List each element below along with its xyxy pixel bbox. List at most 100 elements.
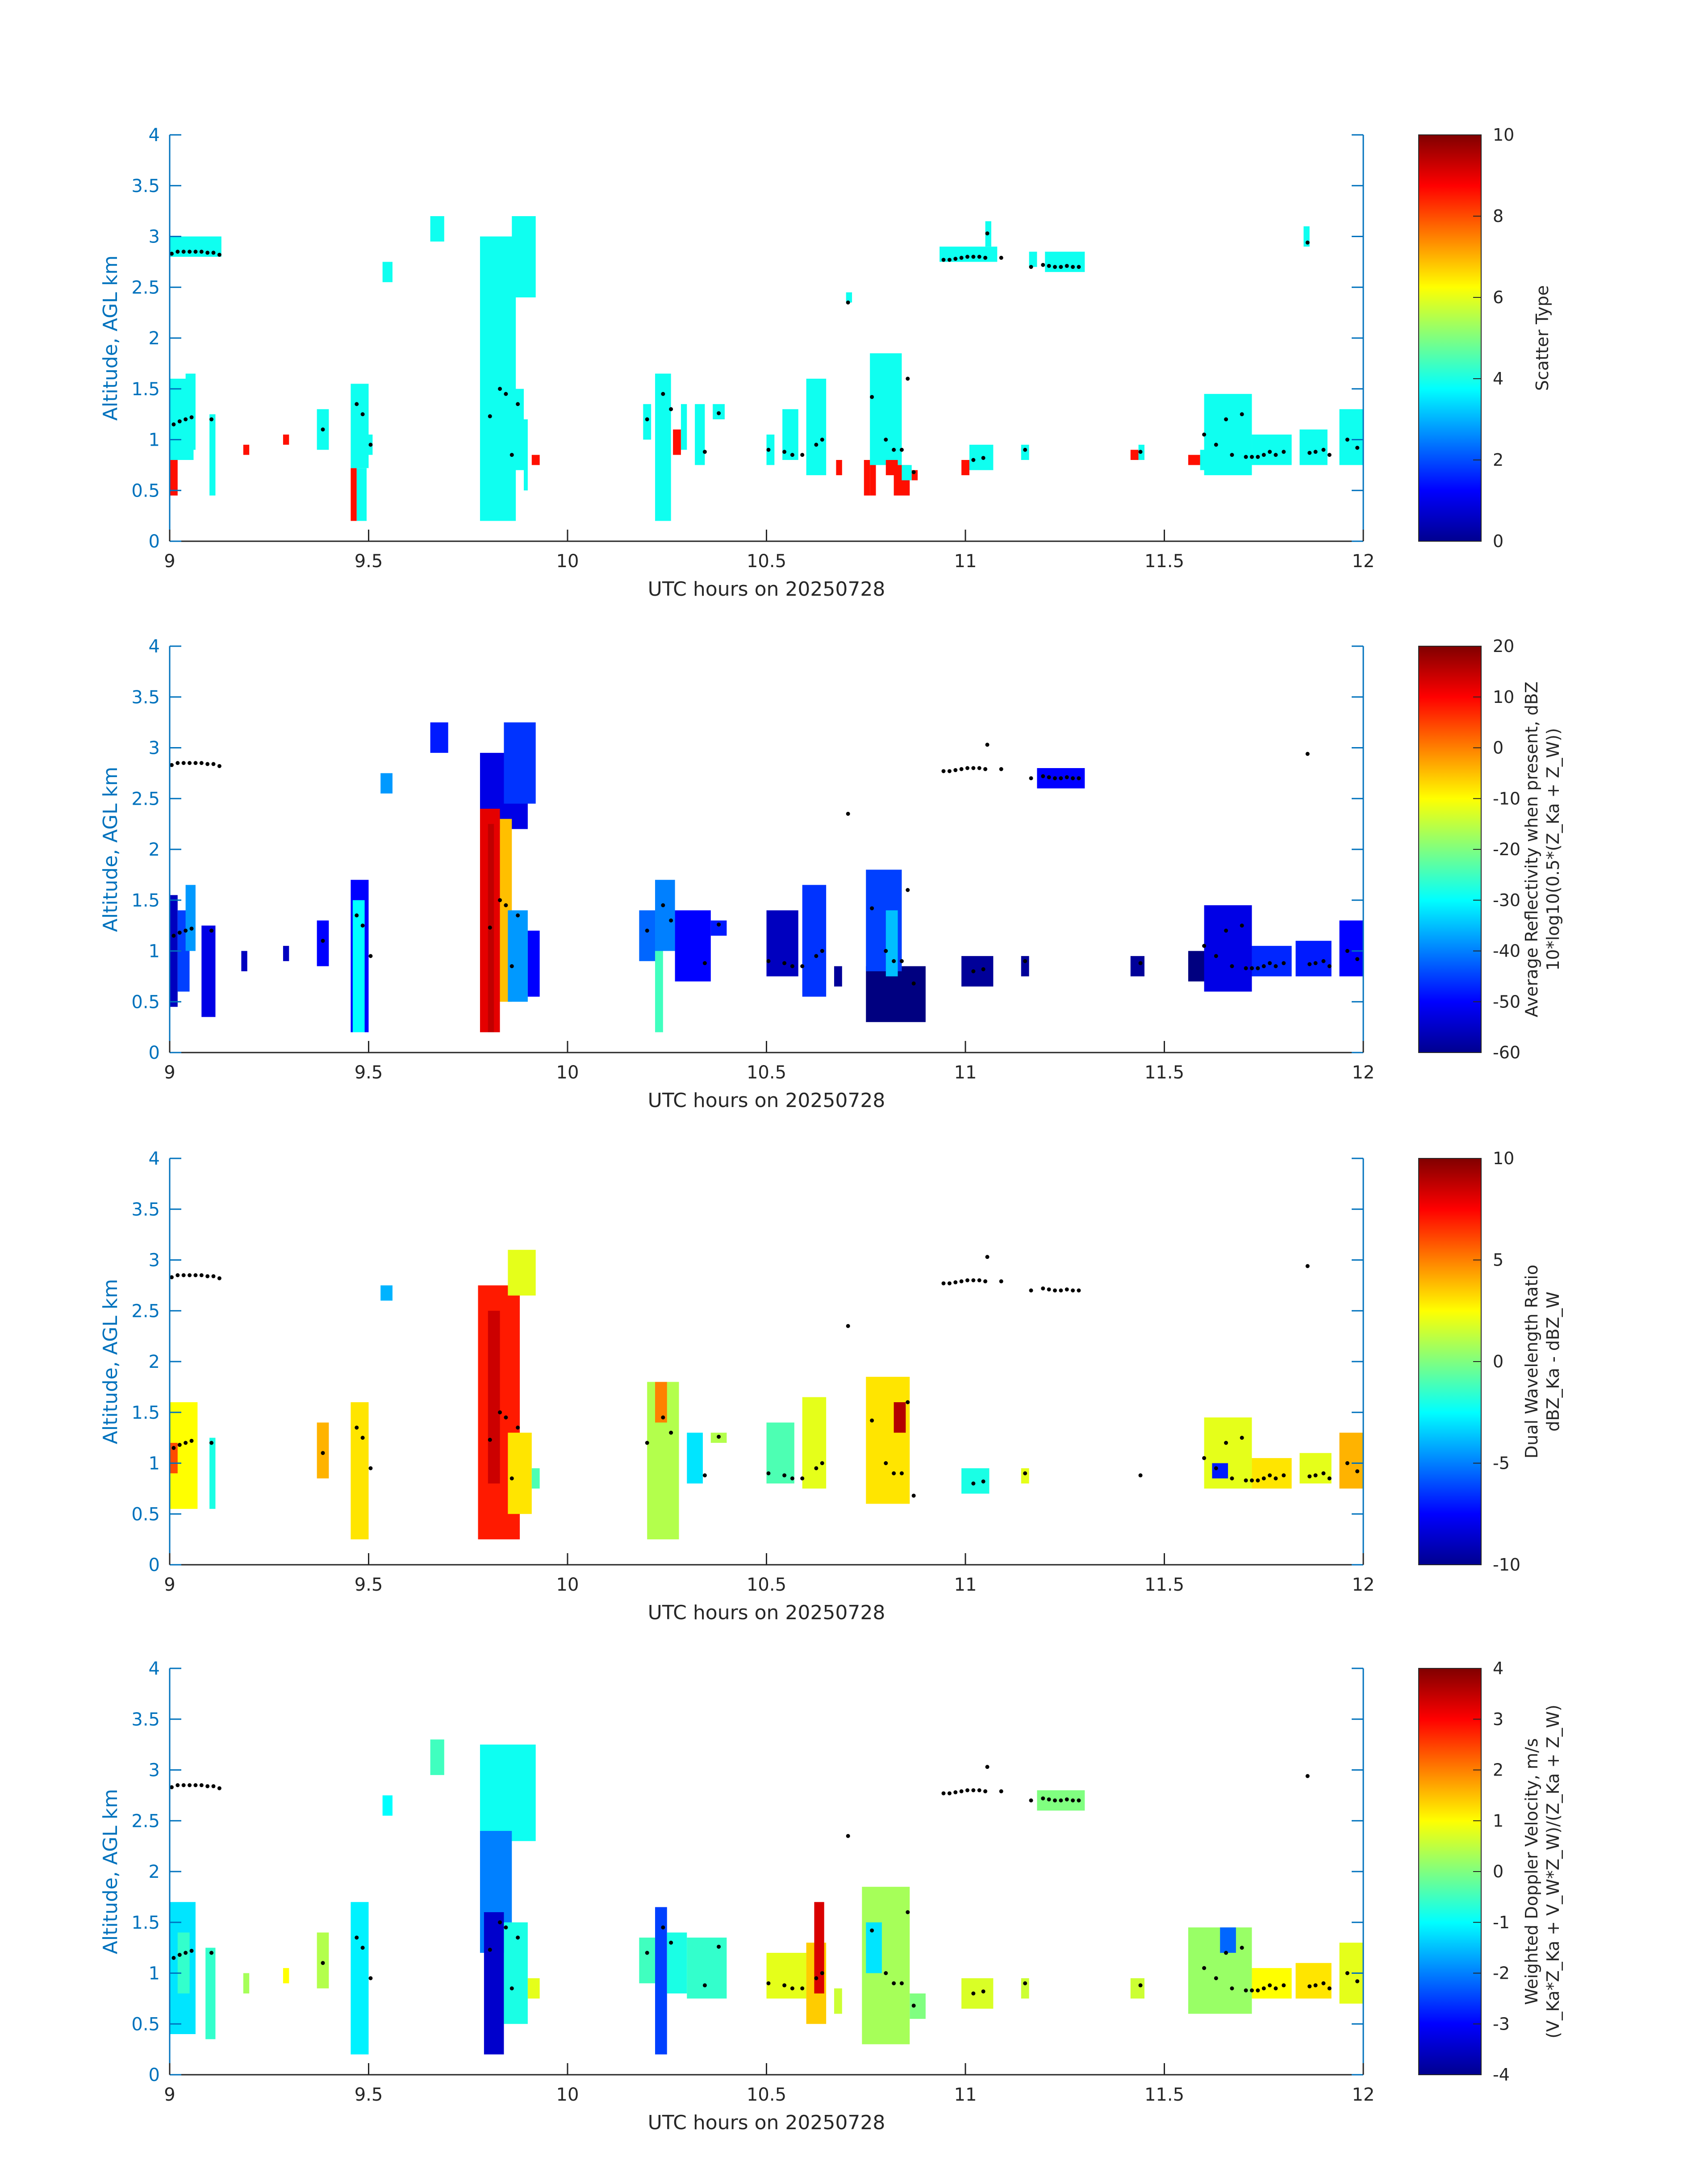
data-cell xyxy=(508,1249,536,1296)
colorbar-tick-label: 4 xyxy=(1493,1659,1503,1678)
cloud-base-point xyxy=(1230,1986,1234,1991)
cloud-base-point xyxy=(175,761,180,765)
data-cell xyxy=(866,1922,882,1973)
x-tick-label: 12 xyxy=(1352,1575,1375,1595)
cloud-base-point xyxy=(188,1783,192,1788)
data-cell xyxy=(681,404,687,450)
cloud-base-point xyxy=(947,769,952,773)
cloud-base-point xyxy=(181,761,186,765)
x-tick-label: 11 xyxy=(954,1062,977,1083)
cloud-base-point xyxy=(669,1940,673,1945)
data-cell xyxy=(382,262,393,282)
data-cell xyxy=(655,373,671,521)
cloud-base-point xyxy=(981,967,986,971)
cloud-base-point xyxy=(702,1473,707,1478)
cloud-base-point xyxy=(1047,1797,1051,1801)
cloud-base-point xyxy=(368,1976,373,1981)
cloud-base-point xyxy=(1244,455,1248,459)
cloud-base-point xyxy=(1041,263,1045,267)
y-tick-label: 2.5 xyxy=(131,277,160,298)
y-axis-label: Altitude, AGL km xyxy=(99,255,122,421)
cloud-base-point xyxy=(188,1273,192,1278)
cloud-base-point xyxy=(199,761,204,765)
y-ticks: 0 0.5 1 1.5 2 2.5 3 3.5 4 xyxy=(131,125,1363,552)
cloud-base-point xyxy=(1305,240,1310,245)
cloud-base-point xyxy=(1321,959,1326,963)
data-cell xyxy=(283,1968,289,1984)
cloud-base-point xyxy=(509,453,514,457)
data-cell xyxy=(380,1285,393,1301)
cloud-base-point xyxy=(321,427,325,432)
cloud-base-point xyxy=(892,1471,896,1475)
plot-area xyxy=(169,1249,1363,1540)
data-cell xyxy=(1130,956,1144,977)
cloud-base-point xyxy=(1282,1473,1286,1478)
data-cell xyxy=(1204,1417,1252,1489)
data-cell xyxy=(1204,394,1252,476)
cloud-base-point xyxy=(971,1481,976,1486)
cloud-base-point xyxy=(1327,964,1332,969)
data-cell xyxy=(185,373,196,450)
cloud-base-point xyxy=(870,1418,874,1423)
cloud-base-point xyxy=(1355,446,1360,450)
x-tick-label: 10.5 xyxy=(747,1575,786,1595)
cloud-base-point xyxy=(1256,455,1260,459)
cloud-base-point xyxy=(1230,964,1234,969)
cloud-base-point xyxy=(846,811,850,816)
cloud-base-point xyxy=(820,438,824,442)
cloud-base-point xyxy=(846,1834,850,1838)
cloud-base-point xyxy=(1307,1474,1312,1479)
cloud-base-point xyxy=(184,417,188,422)
y-tick-label: 2.5 xyxy=(131,1301,160,1321)
data-cell xyxy=(351,468,357,521)
cloud-base-point xyxy=(965,766,969,770)
cloud-base-point xyxy=(1071,1288,1075,1293)
axes: 00.511.522.533.54 9 9.5 10 10.5 11 11.5 12 Alt… xyxy=(99,1659,1374,2134)
cloud-base-point xyxy=(702,450,707,454)
cloud-base-point xyxy=(661,903,665,907)
cloud-base-point xyxy=(814,1976,819,1981)
cloud-base-point xyxy=(1077,1798,1081,1803)
colorbar-ticks: 0 2 4 6 8 10 xyxy=(1473,125,1514,551)
y-tick-label: 0.5 xyxy=(131,2014,160,2035)
cloud-base-point xyxy=(1345,1461,1349,1465)
data-cell xyxy=(317,1422,329,1479)
colorbar-tick-label: 4 xyxy=(1493,369,1503,389)
colorbar-ticks: -10 -5 0 5 10 xyxy=(1473,1149,1520,1575)
cloud-base-point xyxy=(1052,1288,1057,1293)
cloud-base-point xyxy=(171,422,176,426)
colorbar-tick-label: 10 xyxy=(1493,687,1514,707)
cloud-base-point xyxy=(985,743,990,747)
cloud-base-point xyxy=(985,1765,990,1769)
cloud-base-point xyxy=(1047,263,1051,268)
data-cell xyxy=(480,236,516,521)
cloud-base-point xyxy=(355,913,359,918)
cloud-base-point xyxy=(1052,265,1057,269)
cloud-base-point xyxy=(983,255,988,260)
data-cell xyxy=(643,404,651,440)
y-tick-label: 0 xyxy=(149,531,160,552)
x-ticks: 9 9.5 10 10.5 11 11.5 12 xyxy=(164,2063,1374,2105)
cloud-base-point xyxy=(1059,1798,1063,1803)
cloud-base-point xyxy=(209,1951,214,1955)
colorbar-tick-label: -5 xyxy=(1493,1454,1510,1473)
cloud-base-point xyxy=(1327,1986,1332,1991)
colorbar: -4 -3 -2 -1 0 1 2 3 4 Weighted Doppler Velocity,… xyxy=(1418,1659,1563,2085)
cloud-base-point xyxy=(669,1430,673,1435)
cloud-base-point xyxy=(965,1788,969,1793)
data-cell xyxy=(806,379,827,476)
colorbar-label-line1: Dual Wavelength Ratio xyxy=(1522,1265,1541,1458)
colorbar-tick-label: -30 xyxy=(1493,890,1520,910)
data-cell xyxy=(894,1402,906,1433)
data-cell xyxy=(961,1978,994,2009)
cloud-base-point xyxy=(959,1789,964,1793)
data-cell xyxy=(687,1433,703,1483)
cloud-base-point xyxy=(645,1951,649,1955)
data-cell xyxy=(834,966,842,987)
data-cell xyxy=(802,1397,827,1489)
x-ticks: 9 9.5 10 10.5 11 11.5 12 xyxy=(164,1553,1374,1595)
cloud-base-point xyxy=(1313,450,1318,454)
colorbar-tick-label: 0 xyxy=(1493,1862,1503,1881)
cloud-base-point xyxy=(205,1784,210,1788)
cloud-base-point xyxy=(1202,432,1207,437)
